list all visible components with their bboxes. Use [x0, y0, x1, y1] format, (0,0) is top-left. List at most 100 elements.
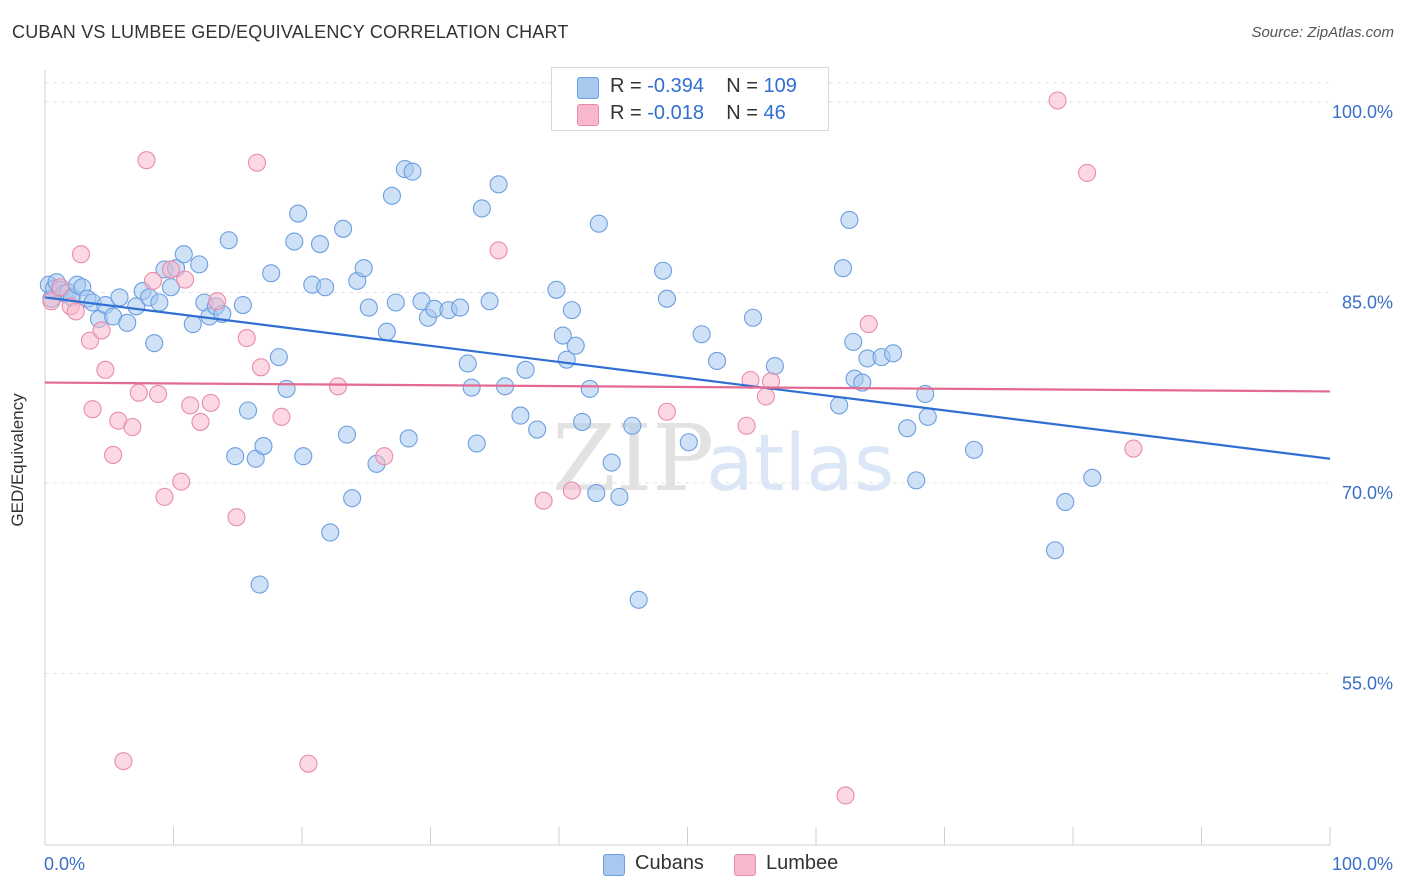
lumbee-point — [123, 417, 142, 437]
lumbee-point — [1078, 163, 1097, 182]
lumbee-point — [129, 383, 148, 402]
cubans-point — [629, 590, 648, 609]
cubans-point — [354, 259, 373, 278]
cubans-point — [150, 293, 169, 312]
cubans-point — [451, 298, 470, 317]
n-value: 109 — [763, 75, 797, 97]
cubans-point — [833, 259, 853, 278]
cubans-point — [238, 401, 258, 420]
y-tick-label: 85.0% — [1342, 292, 1393, 312]
cubans-point — [765, 356, 784, 376]
cubans-legend-label: Cubans — [635, 852, 704, 874]
lumbee-point — [756, 387, 775, 406]
cubans-legend-swatch — [603, 854, 625, 876]
cubans-swatch — [577, 77, 599, 99]
chart-title: CUBAN VS LUMBEE GED/EQUIVALENCY CORRELAT… — [12, 22, 569, 42]
cubans-point — [884, 344, 903, 363]
cubans-point — [840, 210, 859, 229]
cubans-point — [382, 186, 402, 205]
lumbee-point — [149, 384, 168, 404]
cubans-point — [589, 214, 608, 233]
lumbee-point — [208, 292, 227, 311]
cubans-point — [562, 301, 581, 320]
cubans-point — [343, 489, 362, 508]
cubans-point — [462, 378, 481, 397]
cubans-point — [566, 336, 585, 355]
cubans-point — [161, 278, 180, 297]
legend-lumbee-text: R = -0.018 N = 46 — [610, 102, 797, 125]
lumbee-point — [181, 396, 200, 415]
cubans-point — [830, 396, 849, 415]
cubans-point — [511, 406, 530, 425]
lumbee-point — [137, 151, 156, 170]
cubans-trend-line — [44, 296, 1331, 460]
lumbee-point — [143, 271, 162, 290]
cubans-point — [907, 471, 926, 490]
cubans-point — [359, 298, 378, 317]
lumbee-point — [83, 400, 102, 419]
r-value: -0.394 — [647, 75, 704, 97]
lumbee-point — [201, 393, 220, 412]
lumbee-point — [272, 407, 291, 426]
lumbee-point — [227, 508, 246, 527]
n-value: 46 — [763, 102, 786, 124]
lumbee-point — [836, 786, 855, 805]
data-points — [39, 91, 1143, 805]
r-label: R = — [610, 75, 648, 97]
lumbee-swatch — [577, 104, 599, 126]
lumbee-point — [737, 416, 756, 435]
lumbee-point — [251, 358, 270, 377]
cubans-point — [254, 437, 273, 456]
lumbee-point — [761, 372, 781, 391]
lumbee-point — [1124, 439, 1143, 458]
cubans-point — [1083, 468, 1102, 487]
lumbee-point — [51, 278, 70, 297]
lumbee-point — [155, 487, 174, 506]
correlation-legend: R = -0.394 N = 109 R = -0.018 N = 46 — [551, 67, 829, 131]
lumbee-point — [114, 752, 133, 771]
lumbee-trend-line — [44, 381, 1331, 393]
cubans-point — [480, 292, 499, 311]
cubans-point — [692, 325, 711, 344]
legend-cubans-text: R = -0.394 N = 109 — [610, 75, 797, 98]
lumbee-point — [161, 260, 180, 279]
cubans-point — [458, 354, 477, 373]
cubans-point — [386, 293, 405, 312]
cubans-point — [965, 440, 984, 459]
cubans-point — [610, 487, 629, 506]
cubans-point — [898, 419, 917, 438]
y-tick-label: 100.0% — [1332, 102, 1393, 122]
cubans-point — [127, 297, 146, 316]
cubans-point — [337, 425, 357, 444]
cubans-point — [654, 261, 673, 280]
r-label: R = — [610, 102, 648, 124]
lumbee-point — [247, 153, 267, 172]
cubans-point — [553, 326, 572, 345]
lumbee-point — [328, 377, 348, 396]
cubans-point — [285, 232, 304, 251]
cubans-point — [316, 278, 335, 297]
cubans-point — [516, 360, 535, 379]
watermark-atlas: atlas — [706, 419, 895, 509]
cubans-point — [580, 379, 599, 398]
lumbee-point — [172, 472, 191, 491]
r-value: -0.018 — [647, 102, 704, 124]
cubans-point — [528, 420, 547, 439]
cubans-point — [269, 348, 288, 367]
y-axis-label-text: GED/Equivalency — [8, 393, 27, 527]
cubans-point — [853, 373, 872, 392]
cubans-point — [1045, 541, 1065, 560]
cubans-point — [183, 315, 202, 334]
trend-lines — [44, 296, 1331, 460]
x-tick-label: 0.0% — [44, 854, 85, 874]
cubans-point — [145, 334, 164, 353]
y-tick-label: 55.0% — [1342, 673, 1393, 693]
lumbee-point — [96, 360, 115, 379]
cubans-point — [310, 235, 330, 254]
cubans-point — [489, 175, 508, 194]
cubans-point — [844, 332, 863, 351]
cubans-point — [294, 447, 313, 466]
lumbee-point — [191, 412, 210, 431]
lumbee-point — [104, 445, 123, 465]
